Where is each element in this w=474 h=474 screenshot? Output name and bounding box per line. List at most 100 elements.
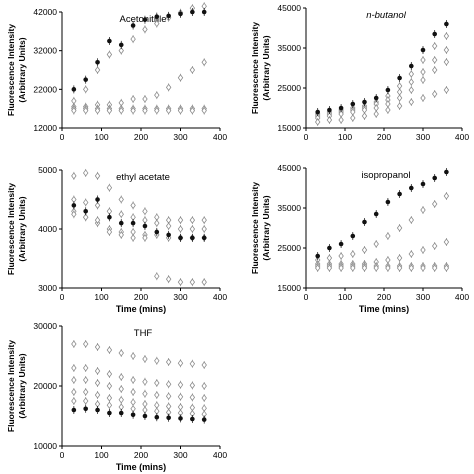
data-point (165, 392, 172, 400)
series-5 (315, 86, 450, 126)
data-point (396, 224, 403, 232)
chart-acetonitrile: 010020030040012000220003200042000Acetoni… (6, 2, 227, 142)
y-tick-label: 45000 (277, 3, 301, 13)
data-point (166, 13, 171, 19)
series-2 (71, 168, 207, 225)
data-point (118, 396, 124, 404)
data-point (201, 225, 207, 233)
data-point (142, 25, 148, 34)
data-point (118, 385, 124, 393)
data-point (420, 94, 426, 102)
data-point (71, 397, 77, 405)
data-point (189, 381, 196, 390)
data-point (190, 416, 195, 422)
data-point (94, 172, 101, 180)
x-tick-label: 400 (455, 132, 469, 142)
data-point (315, 264, 321, 272)
data-point (432, 42, 438, 50)
data-point (106, 401, 113, 409)
data-point (420, 68, 426, 76)
data-point (409, 185, 414, 191)
data-point (350, 114, 356, 122)
data-point (362, 99, 367, 105)
data-point (177, 106, 184, 115)
data-point (178, 416, 183, 421)
x-tick-label: 400 (213, 132, 227, 142)
data-point (432, 56, 438, 64)
data-point (420, 206, 426, 214)
data-point (118, 46, 124, 55)
data-point (201, 9, 207, 15)
y-tick-label: 12000 (33, 123, 57, 133)
data-point (420, 264, 426, 272)
x-tick-label: 200 (377, 132, 391, 142)
y-axis-label-line: Fluorescence Intensity (250, 22, 260, 114)
data-point (71, 87, 77, 92)
data-point (432, 90, 438, 98)
chart-title: n-butanol (366, 10, 407, 21)
data-point (130, 234, 136, 242)
data-point (396, 254, 403, 262)
y-tick-label: 5000 (38, 165, 57, 175)
data-point (165, 106, 172, 115)
data-point (154, 229, 160, 235)
data-point (201, 278, 207, 286)
data-point (95, 197, 100, 202)
data-point (94, 66, 101, 74)
data-point (130, 376, 136, 384)
x-tick-label: 400 (213, 292, 227, 302)
chart-title: ethyl acetate (116, 172, 170, 183)
data-point (385, 106, 391, 114)
data-point (106, 106, 113, 115)
data-point (385, 87, 391, 93)
data-point (361, 264, 368, 272)
data-point (177, 278, 184, 286)
x-tick-label: 300 (173, 450, 187, 460)
data-point (190, 9, 195, 15)
data-point (178, 235, 183, 241)
data-point (142, 106, 148, 115)
data-point (118, 106, 124, 115)
y-axis-label-line: Fluorescence Intensity (6, 183, 16, 275)
data-point (130, 95, 136, 103)
data-point (154, 91, 160, 99)
data-point (71, 388, 77, 396)
data-point (350, 264, 356, 272)
data-point (142, 95, 148, 103)
data-point (201, 361, 207, 369)
y-axis-label: Fluorescence Intensity(Arbitrary Units) (250, 182, 271, 274)
y-tick-label: 45000 (277, 163, 301, 173)
data-point (106, 184, 113, 192)
y-axis-label: Fluorescence Intensity(Arbitrary Units) (6, 340, 27, 432)
data-point (142, 390, 148, 398)
data-point (83, 364, 89, 372)
data-point (189, 66, 196, 74)
series-3 (315, 238, 450, 268)
series-3 (71, 195, 207, 233)
data-point (315, 253, 321, 259)
x-tick-label: 100 (338, 292, 352, 302)
data-point (83, 213, 89, 221)
data-point (83, 77, 88, 82)
data-point (94, 367, 101, 375)
data-point (106, 50, 113, 59)
data-point (130, 352, 136, 360)
data-point (444, 169, 449, 175)
data-point (154, 14, 160, 19)
data-point (408, 70, 414, 78)
data-point (130, 23, 136, 28)
x-tick-label: 200 (134, 132, 148, 142)
data-point (83, 340, 89, 348)
data-point (385, 199, 391, 205)
chart-isopropanol: 0 100 200 300 400 15000 25000 35000 45000 isoprop… (250, 163, 469, 314)
data-point (327, 245, 332, 251)
data-point (94, 391, 101, 399)
data-point (130, 398, 136, 406)
data-point (178, 11, 183, 17)
x-tick-label: 300 (173, 292, 187, 302)
data-point (71, 407, 77, 413)
data-point (166, 232, 171, 238)
data-point (165, 275, 172, 283)
data-point (83, 85, 89, 94)
